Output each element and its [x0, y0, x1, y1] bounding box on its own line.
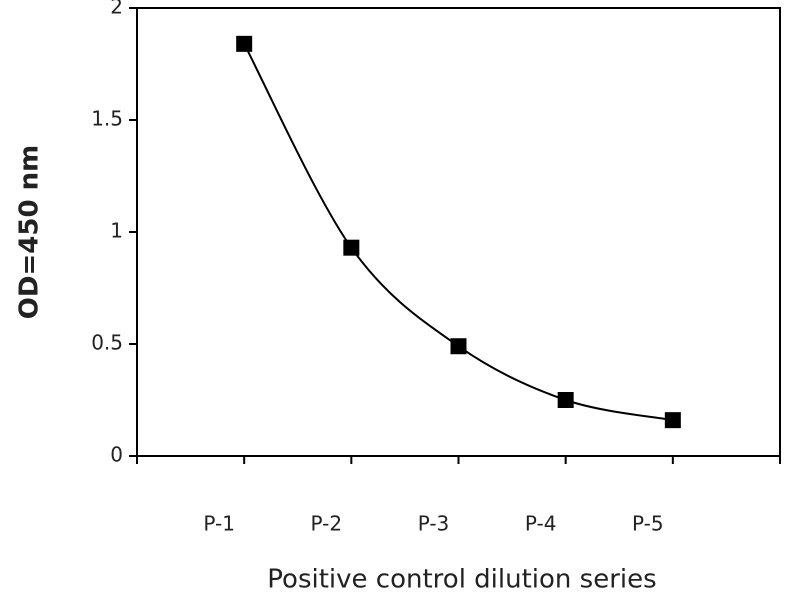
marker	[236, 35, 253, 52]
x-tick-label: P-2	[311, 512, 343, 536]
y-axis-title: OD=450 nm	[15, 145, 45, 319]
y-tick-label: 0	[110, 443, 123, 467]
plot-frame	[136, 7, 781, 457]
x-tick-label: P-1	[203, 512, 235, 536]
x-tick-label: P-5	[632, 512, 664, 536]
y-tick-label: 2	[110, 0, 123, 19]
y-tick-label: 1	[110, 219, 123, 243]
x-tick-label: P-3	[418, 512, 450, 536]
marker	[664, 412, 681, 429]
y-tick-label: 0.5	[91, 331, 123, 355]
series-line	[243, 43, 674, 422]
x-tick-label: P-4	[525, 512, 557, 536]
marker	[450, 338, 467, 355]
x-axis-title: Positive control dilution series	[267, 565, 656, 595]
marker	[557, 392, 574, 408]
y-tick-label: 1.5	[91, 107, 123, 131]
marker	[343, 239, 360, 256]
